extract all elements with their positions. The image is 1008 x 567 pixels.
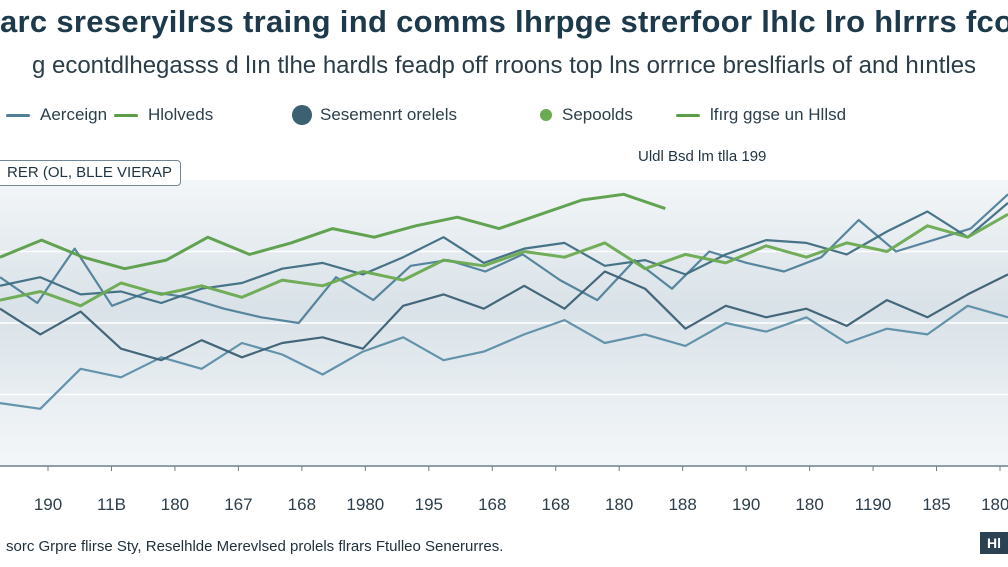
- chart-subtitle: g econtdlhegasss d lın tlhe hardls feadp…: [31, 52, 977, 79]
- series-line-3: [0, 202, 1008, 305]
- legend-swatch: [114, 113, 138, 117]
- x-tick-label: 190: [33, 495, 63, 514]
- legend-label: lfırg ggse un Hllsd: [710, 105, 847, 124]
- x-tick-label: 185: [922, 495, 951, 514]
- x-tick-label: 195: [414, 495, 443, 514]
- legend: Aerceign Hlolveds Sesemenrt orelels Sepo…: [0, 102, 1008, 128]
- legend-swatch: [6, 113, 30, 117]
- x-tick-label: 168: [287, 495, 317, 514]
- series-line-4: [0, 212, 1008, 308]
- x-tick-label: 180: [795, 495, 824, 514]
- annotation-box: RER (OL, BLLE VIERAP: [0, 160, 182, 186]
- legend-item-sesemenrt: Sesemenrt orelels: [292, 102, 457, 128]
- x-tick-label: 180: [160, 495, 190, 514]
- legend-label: Hlolveds: [148, 105, 214, 124]
- x-tick-label: 1190: [854, 495, 892, 514]
- x-tick-label: 190: [731, 495, 761, 514]
- x-tick-label: 168: [478, 495, 507, 514]
- x-tick-label: 180: [605, 495, 634, 514]
- x-tick-label: 188: [668, 495, 697, 514]
- legend-label: Sepoolds: [562, 105, 633, 124]
- legend-label: Sesemenrt orelels: [320, 105, 458, 124]
- legend-item-lfirg: lfırg ggse un Hllsd: [676, 102, 846, 128]
- legend-item-aerceign: Aerceign: [6, 102, 107, 128]
- corner-badge: Hl: [980, 532, 1008, 554]
- legend-item-sepoolds: Sepoolds: [540, 102, 633, 128]
- chart-title: arc sreseryilrss traing ind comms lhrpge…: [0, 4, 1008, 39]
- legend-swatch: [676, 113, 700, 117]
- x-tick-label: 11B: [96, 495, 126, 514]
- series-line-5: [0, 304, 1008, 410]
- x-tick-label: 1980: [346, 495, 385, 514]
- series-line-6: [0, 270, 1008, 362]
- x-tick-label: 167: [224, 495, 253, 514]
- series-line-2: [0, 192, 666, 271]
- legend-swatch: [540, 109, 552, 121]
- source-note: sorc Grpre flirse Sty, Reselhlde Merevls…: [6, 538, 504, 555]
- x-tick-label: 168: [541, 495, 570, 514]
- legend-item-hlolveds: Hlolveds: [114, 102, 213, 128]
- legend-swatch: [292, 105, 312, 125]
- annotation-label: Uldl Bsd lm tlla 199: [638, 148, 767, 165]
- x-tick-label: 1800: [981, 495, 1008, 514]
- legend-label: Aerceign: [40, 105, 108, 124]
